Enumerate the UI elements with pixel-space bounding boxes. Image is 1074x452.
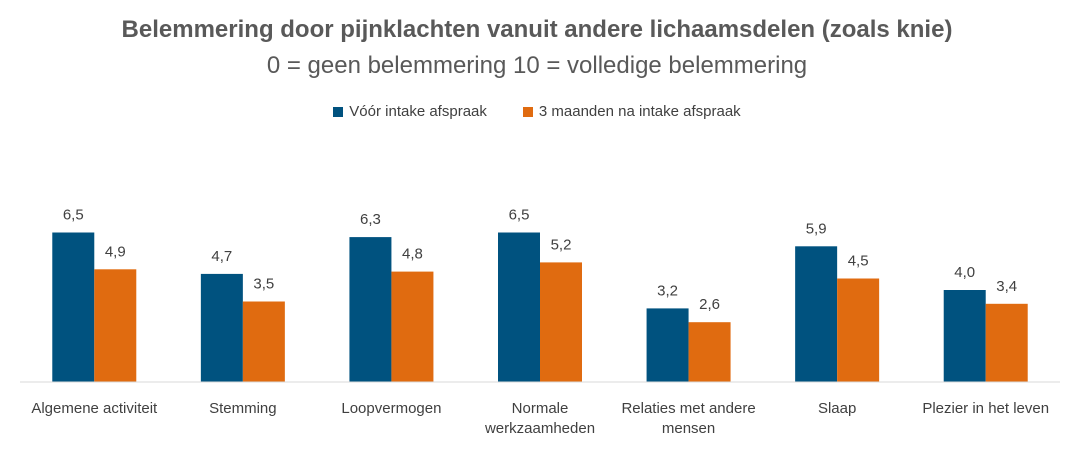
data-label-before-0: 6,5 bbox=[63, 207, 84, 224]
data-label-after-1: 3,5 bbox=[253, 276, 274, 293]
data-label-after-5: 4,5 bbox=[848, 253, 869, 270]
bar-before-5 bbox=[795, 246, 838, 382]
bar-after-5 bbox=[837, 278, 880, 382]
data-label-before-4: 3,2 bbox=[657, 282, 678, 299]
category-label-0: Algemene activiteit bbox=[31, 400, 158, 417]
bar-after-0 bbox=[94, 269, 137, 382]
data-label-after-3: 5,2 bbox=[551, 236, 572, 253]
legend-item-after: 3 maanden na intake afspraak bbox=[522, 103, 741, 120]
legend: Vóór intake afspraak 3 maanden na intake… bbox=[0, 103, 1074, 120]
data-label-before-2: 6,3 bbox=[360, 211, 381, 228]
bar-after-4 bbox=[688, 322, 731, 382]
category-label-6: Plezier in het leven bbox=[922, 400, 1049, 417]
legend-label-before: Vóór intake afspraak bbox=[349, 103, 487, 120]
category-label-2: Loopvermogen bbox=[341, 400, 441, 417]
legend-swatch-after bbox=[522, 106, 533, 117]
data-label-after-2: 4,8 bbox=[402, 246, 423, 263]
bar-after-1 bbox=[242, 301, 285, 382]
bar-after-3 bbox=[540, 262, 582, 382]
bar-before-2 bbox=[349, 237, 392, 382]
bar-before-4 bbox=[646, 308, 689, 382]
data-label-before-3: 6,5 bbox=[509, 207, 530, 224]
chart-subtitle: 0 = geen belemmering 10 = volledige bele… bbox=[266, 52, 808, 79]
data-label-before-1: 4,7 bbox=[211, 248, 232, 265]
category-label-5: Slaap bbox=[818, 400, 856, 417]
legend-swatch-before bbox=[333, 106, 344, 117]
legend-label-after: 3 maanden na intake afspraak bbox=[538, 103, 741, 120]
data-label-before-5: 5,9 bbox=[806, 220, 827, 237]
bar-after-2 bbox=[391, 271, 434, 382]
bar-before-3 bbox=[498, 232, 540, 382]
data-label-after-0: 4,9 bbox=[105, 243, 126, 260]
category-label-3: Normale werkzaamheden bbox=[484, 400, 595, 437]
bar-before-1 bbox=[200, 273, 243, 382]
data-label-before-6: 4,0 bbox=[954, 264, 975, 281]
data-label-after-6: 3,4 bbox=[996, 278, 1017, 295]
data-label-after-4: 2,6 bbox=[699, 296, 720, 313]
category-label-1: Stemming bbox=[209, 400, 277, 417]
chart-title: Belemmering door pijnklachten vanuit and… bbox=[121, 16, 953, 43]
bar-after-6 bbox=[985, 303, 1028, 382]
legend-item-before: Vóór intake afspraak bbox=[333, 103, 487, 120]
bar-before-6 bbox=[943, 290, 986, 382]
bar-before-0 bbox=[52, 232, 95, 382]
category-label-4: Relaties met andere mensen bbox=[621, 400, 755, 437]
